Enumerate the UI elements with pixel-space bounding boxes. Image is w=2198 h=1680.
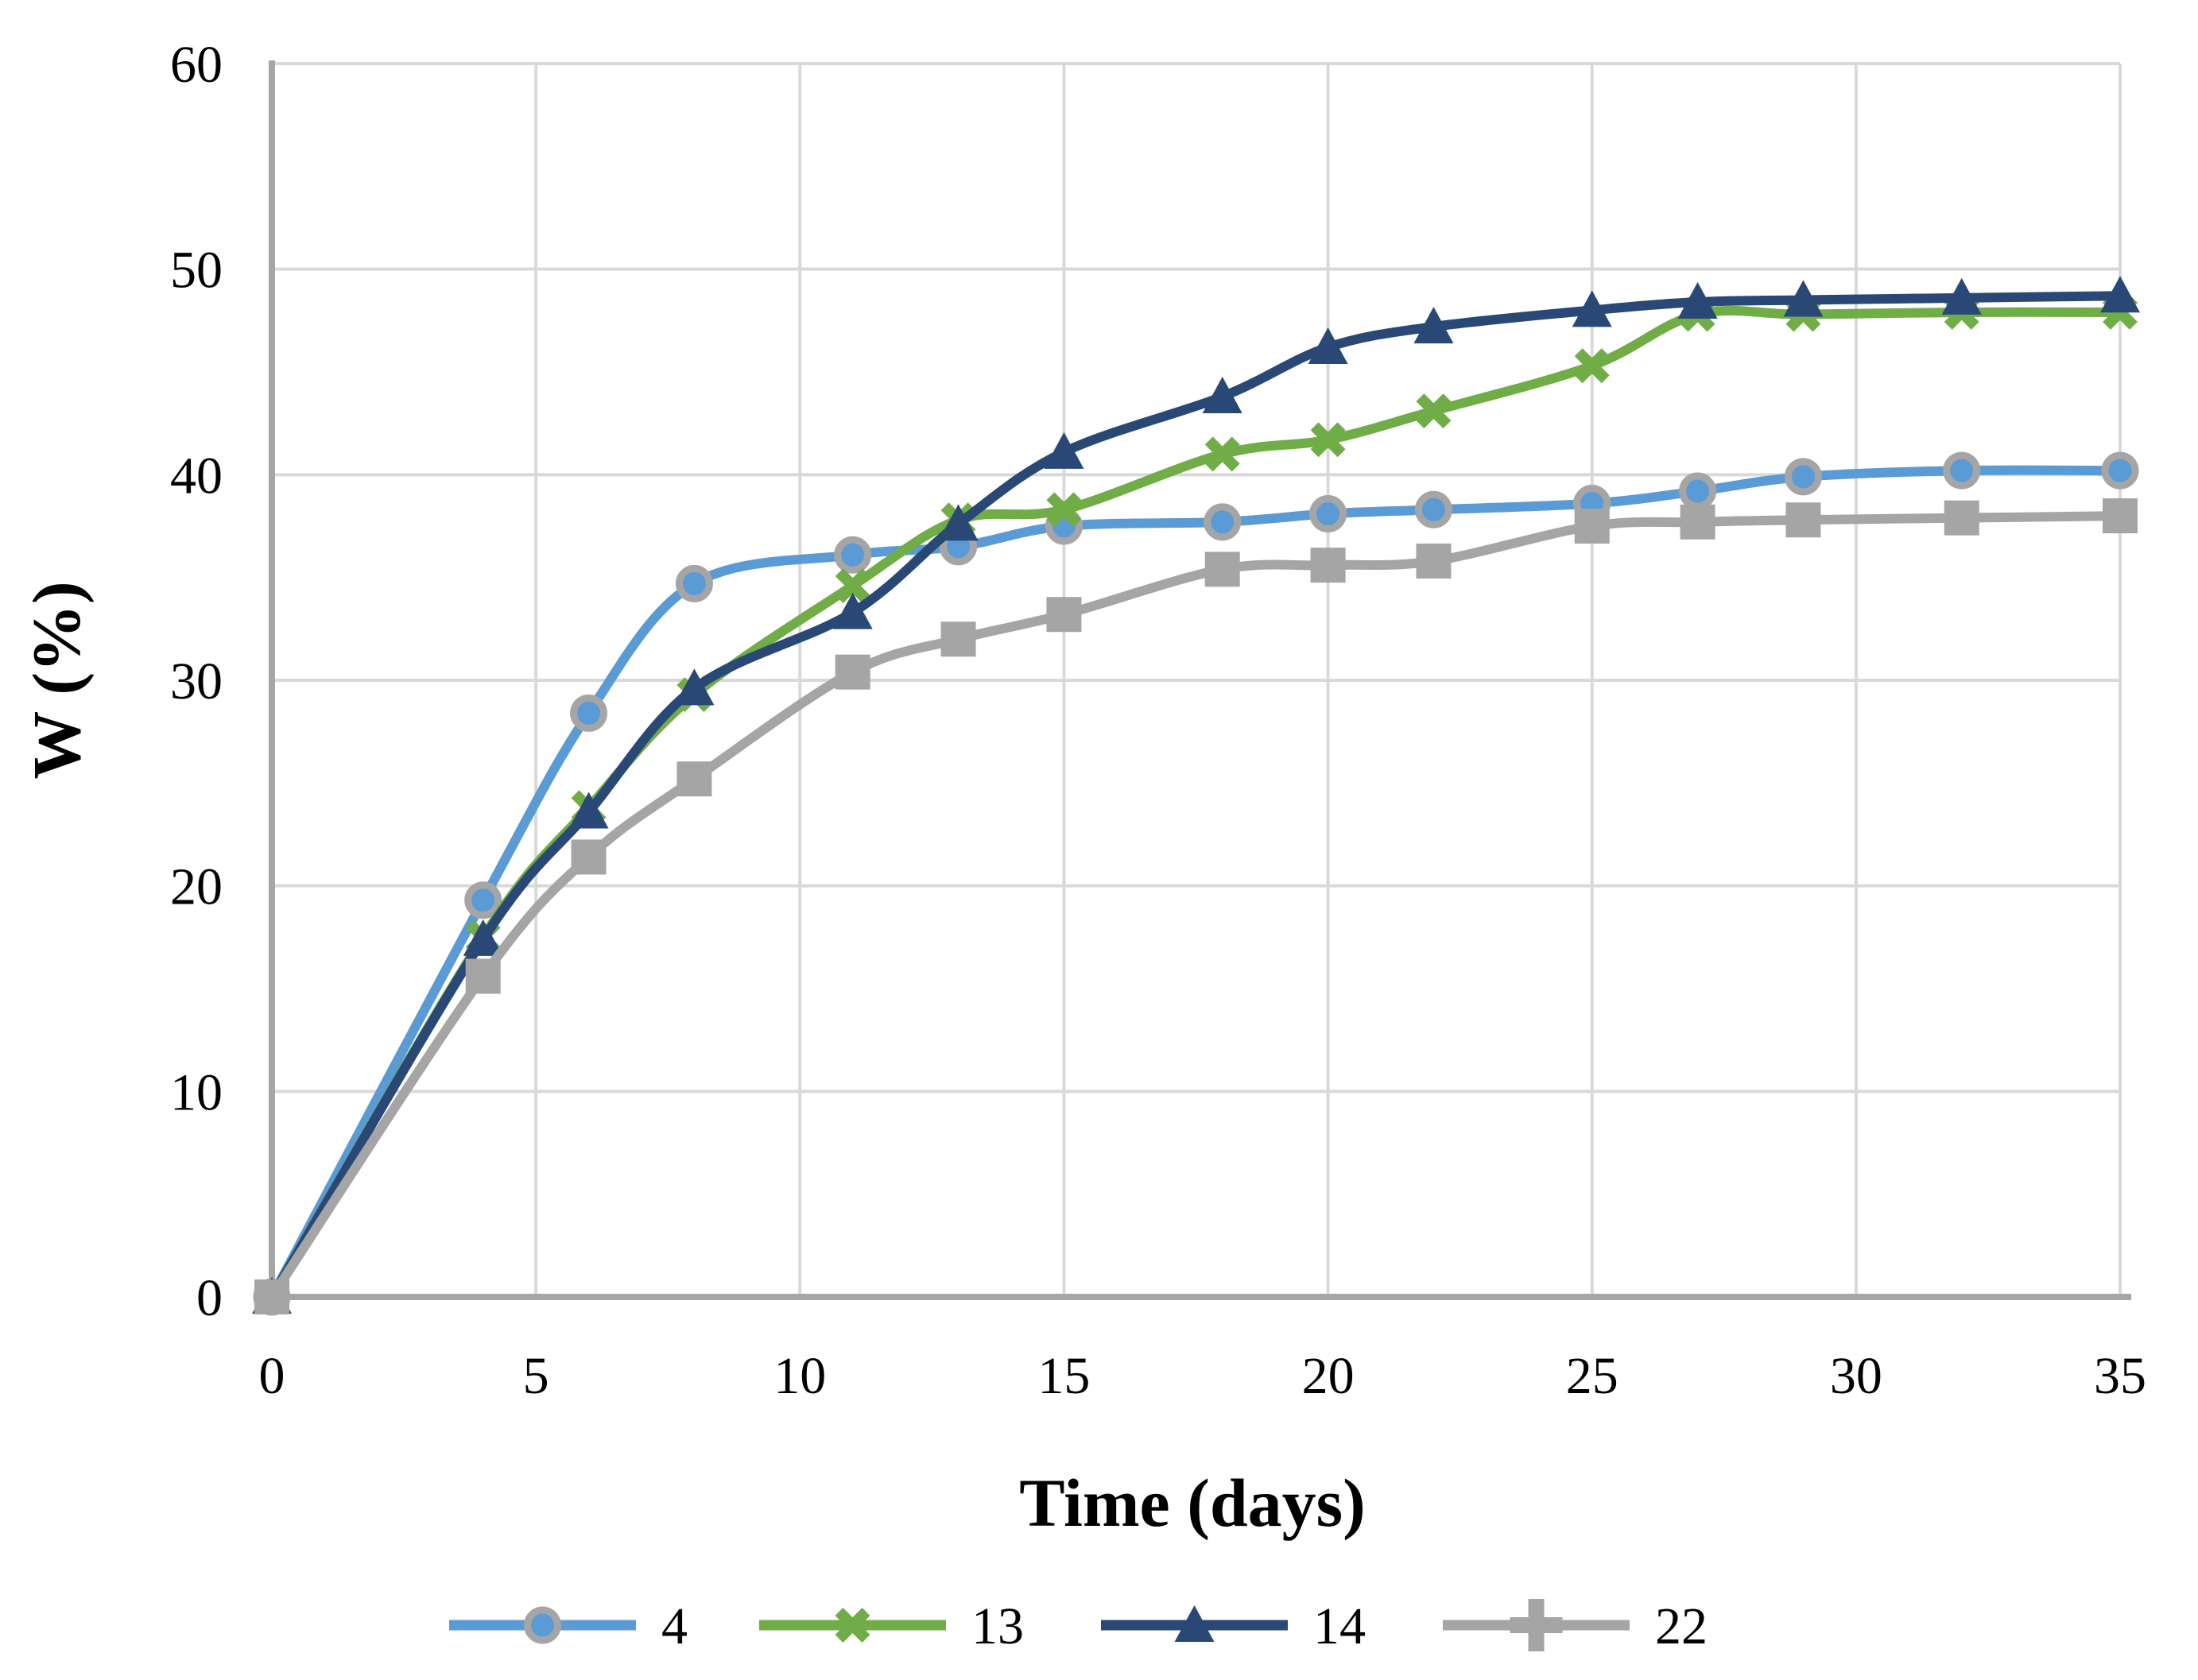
series-marker-14 [2100, 276, 2140, 313]
series-marker-22 [1944, 500, 1979, 536]
series-marker-4 [570, 694, 608, 732]
legend-label: 14 [1313, 1597, 1366, 1655]
legend-item-4: 4 [449, 1597, 688, 1655]
series-marker-4 [1309, 494, 1347, 532]
series-line-22 [267, 511, 2125, 1302]
x-axis-title: Time (days) [1019, 1465, 1366, 1541]
series-marker-4 [2101, 451, 2139, 490]
y-axis-title: W (%) [18, 581, 95, 779]
legend: 4 13 14 22 [449, 1597, 1708, 1655]
series-marker-4 [1679, 472, 1717, 510]
x-tick-label: 0 [259, 1347, 285, 1405]
x-tick-label: 10 [773, 1347, 826, 1405]
series-marker-14 [568, 792, 609, 829]
series-marker-14 [832, 592, 873, 629]
y-tick-label: 10 [170, 1063, 223, 1121]
series-marker-22 [1680, 504, 1715, 540]
series-line-14 [267, 291, 2125, 1302]
series-marker-22 [940, 621, 976, 657]
series-marker-14 [938, 504, 979, 541]
series-marker-14 [1572, 290, 1612, 327]
series-marker-13 [1310, 422, 1346, 458]
series-marker-4 [675, 564, 713, 602]
series-marker-22 [835, 654, 870, 690]
series-marker-14 [1044, 432, 1084, 469]
legend-item-22: 22 [1443, 1597, 1708, 1655]
legend-item-13: 13 [759, 1597, 1024, 1655]
series-marker-22 [254, 1279, 289, 1314]
series-marker-14 [1783, 280, 1824, 317]
series-marker-4 [464, 881, 502, 919]
series-14 [252, 276, 2140, 1314]
series-4 [253, 451, 2139, 1316]
series-marker-22 [1785, 502, 1821, 538]
y-tick-label: 20 [170, 858, 223, 916]
series-marker-22 [1204, 552, 1240, 587]
series-marker-4 [1204, 503, 1242, 541]
series-marker-22 [1046, 597, 1082, 633]
series-marker-14 [1413, 307, 1454, 344]
series-marker-13 [1574, 348, 1610, 384]
series-marker-22 [2103, 498, 2138, 534]
series-marker-4 [1943, 451, 1981, 490]
series-marker-14 [463, 919, 503, 956]
series-marker-13 [1204, 436, 1240, 472]
legend-label: 22 [1655, 1597, 1708, 1655]
series-marker-22 [1574, 509, 1610, 544]
series-marker-22 [1310, 548, 1346, 583]
series-marker-14 [1941, 277, 1982, 315]
y-tick-label: 30 [170, 652, 223, 710]
series-marker-22 [1416, 543, 1452, 579]
series-marker-14 [1308, 327, 1348, 364]
legend-marker-22 [1510, 1617, 1563, 1633]
series-marker-13 [835, 568, 870, 603]
series-marker-14 [1677, 282, 1718, 319]
x-tick-label: 5 [523, 1347, 549, 1405]
series-marker-14 [674, 668, 715, 706]
legend-item-14: 14 [1101, 1597, 1366, 1655]
x-tick-label: 25 [1566, 1347, 1618, 1405]
series-marker-4 [1414, 490, 1452, 528]
series-marker-22 [465, 958, 501, 994]
series-marker-4 [834, 536, 872, 574]
series-marker-22 [676, 761, 712, 797]
x-tick-label: 30 [1830, 1347, 1882, 1405]
y-tick-label: 40 [170, 447, 223, 505]
x-tick-label: 15 [1037, 1347, 1090, 1405]
legend-label: 13 [971, 1597, 1024, 1655]
legend-label: 4 [661, 1597, 688, 1655]
x-tick-label: 35 [2094, 1347, 2146, 1405]
series-line-13 [267, 305, 2125, 1302]
series-marker-13 [1046, 492, 1082, 528]
series-line-4 [267, 465, 2125, 1302]
y-tick-label: 0 [196, 1269, 223, 1327]
series-marker-14 [1202, 377, 1242, 414]
x-tick-label: 20 [1302, 1347, 1355, 1405]
y-tick-label: 60 [170, 36, 223, 94]
series-22 [254, 498, 2138, 1314]
legend-marker-13 [835, 1608, 870, 1643]
legend-marker-4 [524, 1606, 561, 1644]
legend-marker-14 [1174, 1605, 1215, 1642]
y-tick-label: 50 [170, 242, 223, 300]
series-marker-22 [571, 839, 607, 875]
series-marker-13 [1416, 393, 1452, 429]
series-marker-4 [1784, 458, 1822, 496]
